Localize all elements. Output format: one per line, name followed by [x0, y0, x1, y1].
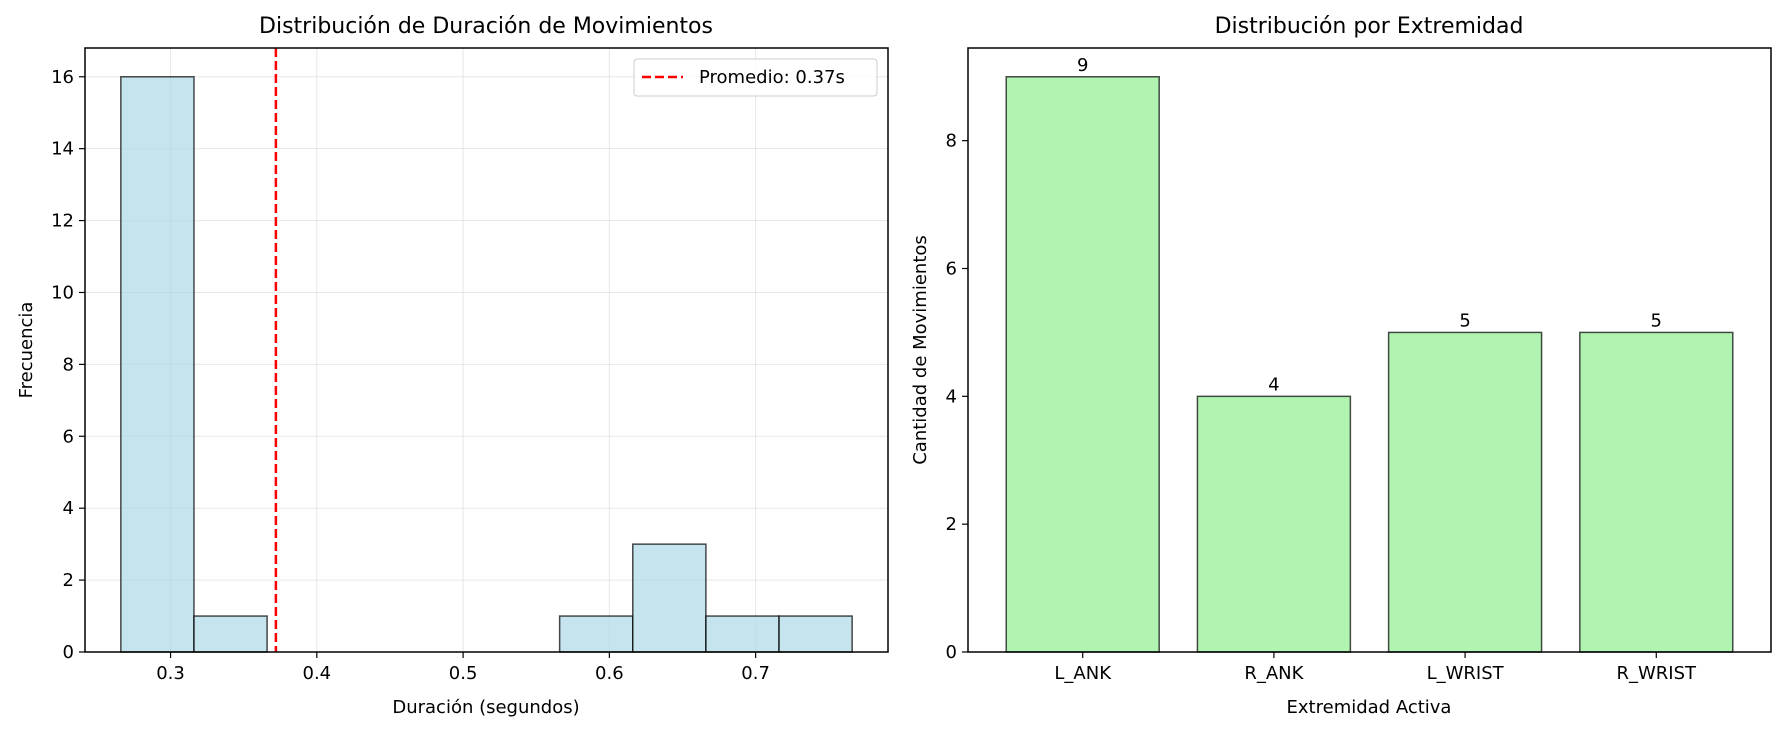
- chart1-x-tick-label: 0.7: [741, 663, 770, 684]
- chart1-title: Distribución de Duración de Movimientos: [259, 14, 713, 39]
- chart1-legend-label: Promedio: 0.37s: [699, 67, 845, 88]
- chart1-y-tick-label: 14: [51, 139, 74, 160]
- chart1-bar: [705, 615, 780, 653]
- bar-chart: Distribución por Extremidad 9 4 5 5 L_ANK R_…: [910, 14, 1772, 718]
- histogram-chart: Distribución de Duración de Movimientos …: [16, 14, 889, 718]
- chart1-y-tick-label: 16: [51, 67, 74, 88]
- chart2-bar: [1579, 331, 1734, 653]
- chart1-x-tick-label: 0.5: [449, 663, 478, 684]
- chart2-title: Distribución por Extremidad: [1215, 14, 1524, 39]
- chart2-bar: [1005, 76, 1160, 653]
- chart2-y-tick-label: 4: [946, 386, 957, 407]
- chart2-bar: [1196, 395, 1352, 653]
- chart2-y-tick-label: 8: [946, 131, 957, 152]
- chart2-x-ticks: L_ANK R_ANK L_WRIST R_WRIST: [1054, 652, 1697, 684]
- chart1-x-tick-label: 0.3: [156, 663, 185, 684]
- chart1-bar: [120, 76, 195, 653]
- chart2-data-label: 4: [1268, 374, 1279, 395]
- chart2-y-tick-label: 2: [946, 514, 957, 535]
- chart2-data-labels: 9 4 5 5: [1077, 55, 1662, 396]
- chart1-bar: [193, 615, 268, 653]
- chart1-x-ticks: 0.3 0.4 0.5 0.6 0.7: [156, 652, 770, 684]
- chart2-data-label: 9: [1077, 55, 1088, 76]
- chart1-bar: [632, 543, 707, 653]
- chart1-y-label: Frecuencia: [16, 302, 37, 399]
- chart2-data-label: 5: [1459, 310, 1470, 331]
- chart2-x-tick-label: R_WRIST: [1617, 663, 1698, 684]
- chart1-bars: [120, 76, 853, 653]
- chart2-x-label: Extremidad Activa: [1287, 697, 1452, 718]
- chart1-y-tick-label: 4: [63, 498, 74, 519]
- chart1-y-tick-label: 2: [63, 570, 74, 591]
- chart2-bar: [1387, 331, 1543, 653]
- chart1-x-tick-label: 0.4: [303, 663, 332, 684]
- chart1-y-ticks: 0 2 4 6 8 10 12 14 16: [51, 67, 85, 663]
- chart1-legend-box: [633, 58, 878, 97]
- chart2-y-ticks: 0 2 4 6 8: [946, 131, 968, 663]
- chart2-y-label: Cantidad de Movimientos: [910, 235, 931, 465]
- chart1-bar: [558, 615, 634, 653]
- chart1-grid: [85, 48, 888, 653]
- chart1-y-tick-label: 10: [51, 282, 74, 303]
- chart2-x-tick-label: L_WRIST: [1427, 663, 1505, 684]
- chart2-y-tick-label: 6: [946, 259, 957, 280]
- chart1-bar: [778, 615, 853, 653]
- chart2-y-tick-label: 0: [946, 642, 957, 663]
- chart1-y-tick-label: 0: [63, 642, 74, 663]
- chart2-bars: [1005, 76, 1734, 653]
- chart1-legend: Promedio: 0.37s: [633, 58, 878, 97]
- chart2-x-tick-label: L_ANK: [1054, 663, 1112, 684]
- chart1-x-label: Duración (segundos): [392, 697, 579, 718]
- chart2-axes-frame: [967, 47, 1772, 653]
- chart1-y-tick-label: 8: [63, 354, 74, 375]
- chart1-x-tick-label: 0.6: [595, 663, 624, 684]
- chart2-x-tick-label: R_ANK: [1244, 663, 1304, 684]
- chart1-y-tick-label: 12: [51, 211, 74, 232]
- chart1-y-tick-label: 6: [63, 426, 74, 447]
- chart2-data-label: 5: [1651, 310, 1662, 331]
- chart1-axes-frame: [84, 47, 889, 653]
